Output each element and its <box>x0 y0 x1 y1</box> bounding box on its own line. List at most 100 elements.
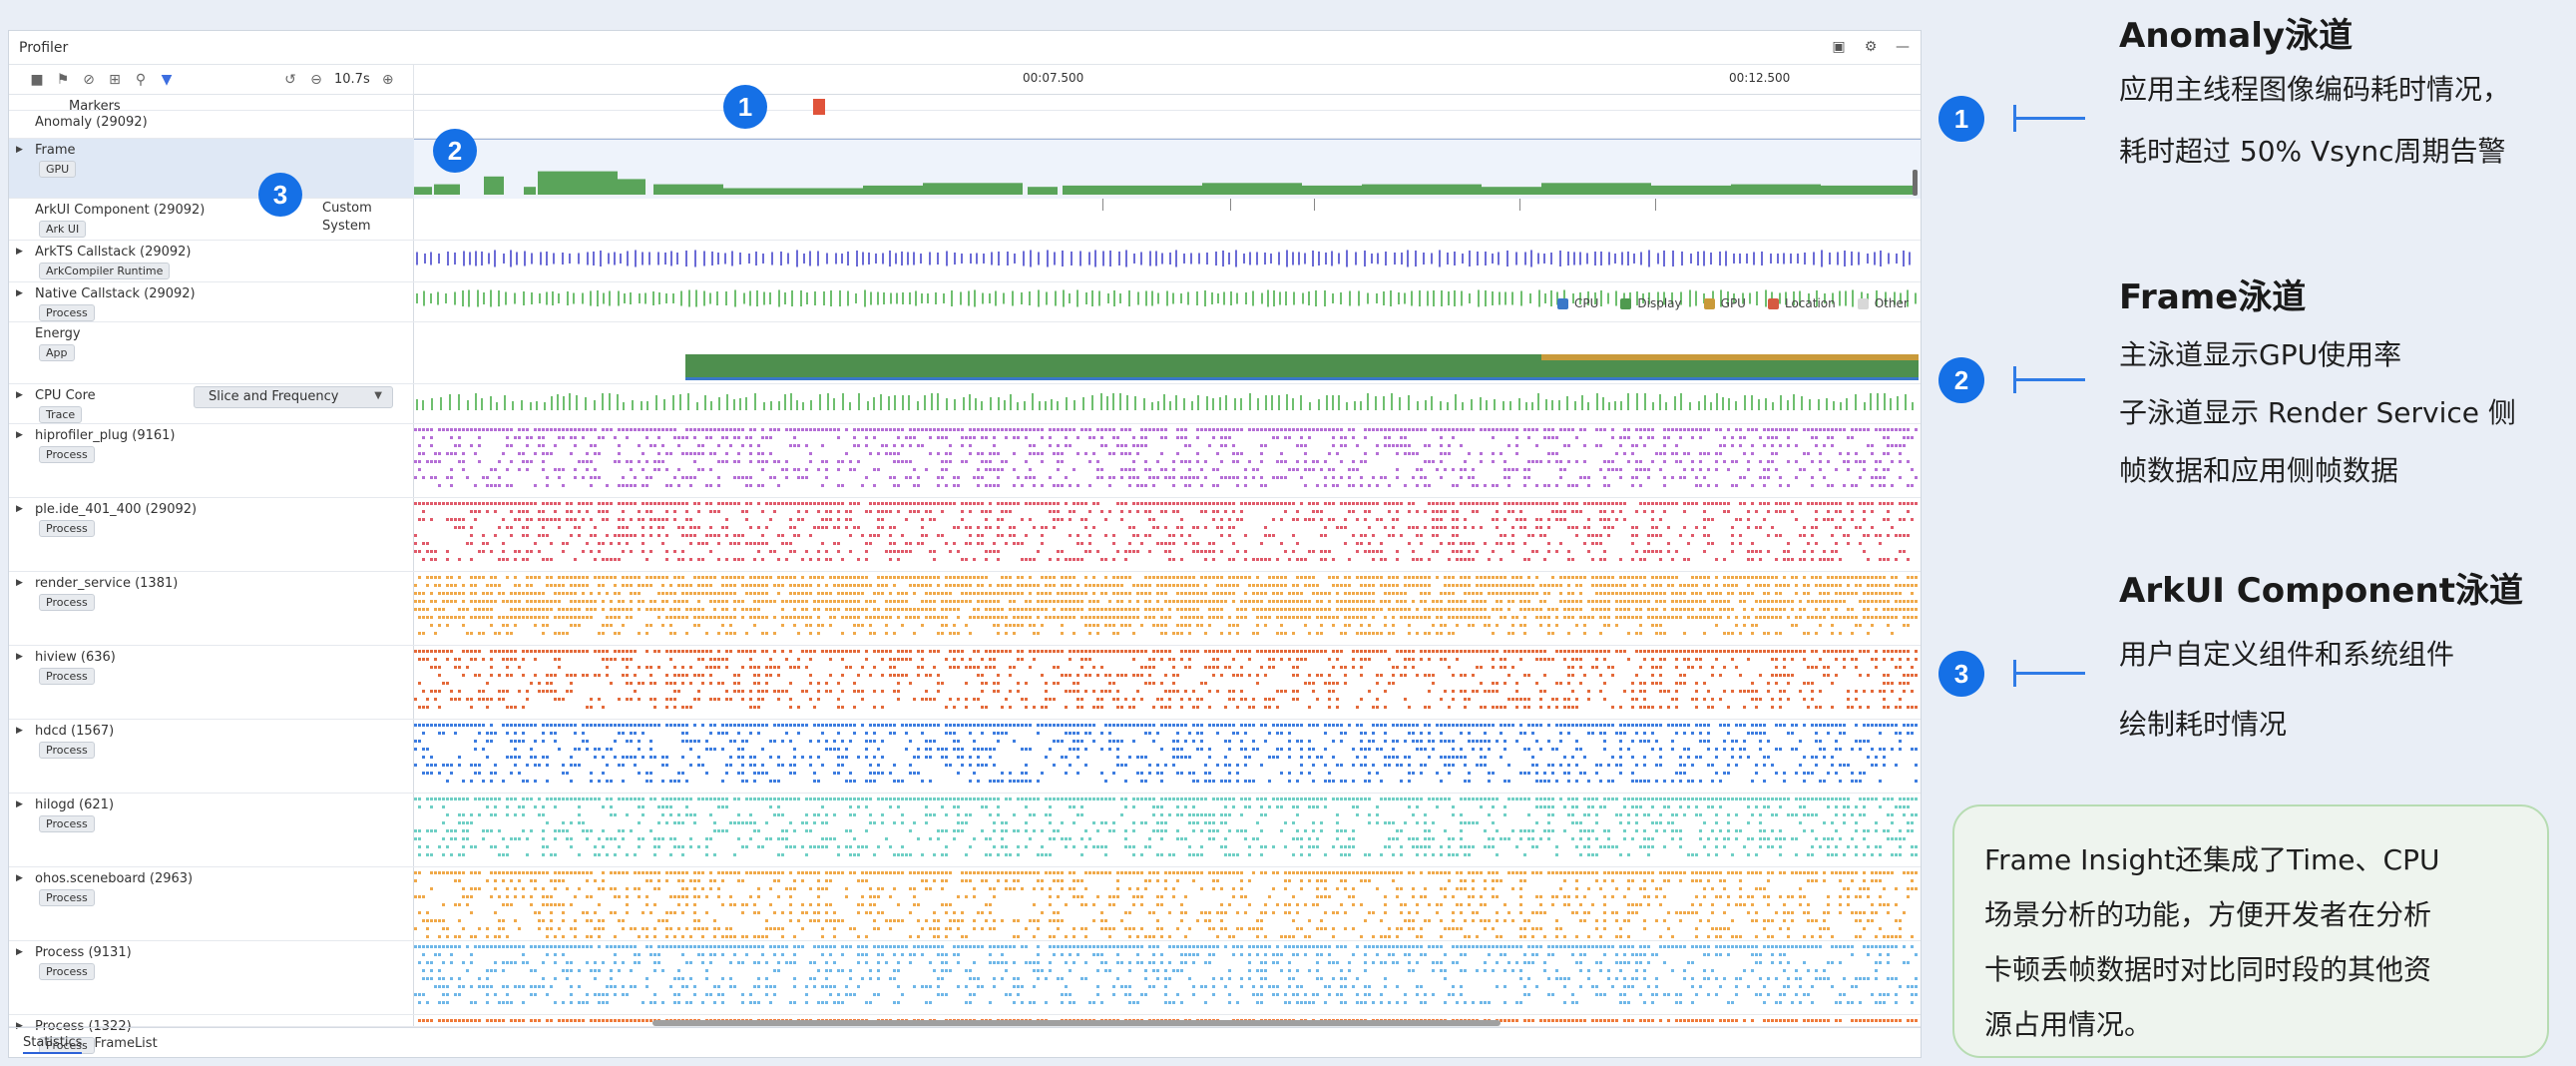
trace-slice <box>1001 576 1004 579</box>
search-icon[interactable]: ⚲ <box>135 71 147 88</box>
trace-slice <box>965 584 968 587</box>
lane-label[interactable]: ▶ render_service (1381) Process <box>9 572 414 646</box>
trace-slice <box>1140 436 1143 439</box>
trace-slice <box>1356 576 1359 579</box>
trace-slice <box>422 542 425 545</box>
trace-slice <box>1280 460 1283 463</box>
reset-zoom-icon[interactable]: ↺ <box>284 71 296 88</box>
expand-arrow-icon[interactable]: ▶ <box>16 800 23 809</box>
export-icon[interactable]: ⊞ <box>109 71 121 88</box>
trace-slice <box>917 616 920 619</box>
trace-slice <box>1184 608 1187 611</box>
trace-slice <box>610 608 613 611</box>
lane-label[interactable]: ▶ hiview (636) Process <box>9 646 414 720</box>
expand-arrow-icon[interactable]: ▶ <box>16 947 23 957</box>
expand-arrow-icon[interactable]: ▶ <box>16 145 23 155</box>
trace-slice <box>1775 600 1778 603</box>
track-area[interactable] <box>414 95 1921 1027</box>
lane-label[interactable]: ▶ hiprofiler_plug (9161) Process <box>9 424 414 498</box>
lane-label[interactable]: ▶ ohos.sceneboard (2963) Process <box>9 867 414 941</box>
callstack-tick <box>1888 253 1890 265</box>
lane-label[interactable]: ▶ hdcd (1567) Process <box>9 720 414 794</box>
native-tick <box>1308 291 1310 305</box>
lane-label[interactable]: ArkUI Component (29092) Ark UI Custom Syste… <box>9 199 414 241</box>
trace-slice <box>1344 576 1347 579</box>
expand-arrow-icon[interactable]: ▶ <box>16 578 23 588</box>
expand-arrow-icon[interactable]: ▶ <box>16 390 23 400</box>
cpu-tick <box>696 402 698 410</box>
trace-slice <box>606 576 609 579</box>
trace-slice <box>1867 502 1870 505</box>
lane-label[interactable]: ▶ ArkTS Callstack (29092) ArkCompiler Runt… <box>9 241 414 282</box>
tracks-canvas[interactable] <box>414 95 1921 1027</box>
trace-slice <box>1112 558 1115 561</box>
trace-slice <box>913 592 916 595</box>
trace-slice <box>645 436 648 439</box>
lane-label[interactable]: Anomaly (29092) <box>9 111 414 139</box>
trace-slice <box>1332 616 1335 619</box>
trace-slice <box>961 436 964 439</box>
trace-slice <box>1603 616 1606 619</box>
expand-arrow-icon[interactable]: ▶ <box>16 1021 23 1031</box>
trace-slice <box>1755 600 1758 603</box>
trace-slice <box>590 550 593 553</box>
trace-slice <box>1029 476 1032 479</box>
lane-label[interactable]: Markers <box>9 95 414 114</box>
trace-slice <box>1384 616 1387 619</box>
expand-arrow-icon[interactable]: ▶ <box>16 504 23 514</box>
lane-label[interactable]: ▶ Process (9131) Process <box>9 941 414 1015</box>
lane-label[interactable]: ▶ ple.ide_401_400 (29092) Process <box>9 498 414 572</box>
expand-arrow-icon[interactable]: ▶ <box>16 288 23 298</box>
trace-slice <box>1735 460 1738 463</box>
trace-slice <box>1500 452 1503 455</box>
trace-slice <box>921 444 924 447</box>
trace-slice <box>669 452 672 455</box>
time-ruler[interactable] <box>414 65 1921 95</box>
trace-slice <box>761 600 764 603</box>
flag-icon[interactable]: ⚑ <box>56 71 70 88</box>
cpu-tick <box>1765 398 1767 410</box>
trace-slice <box>1344 526 1347 529</box>
trace-slice <box>1268 428 1271 431</box>
restore-icon[interactable]: ▣ <box>1832 39 1846 55</box>
trace-slice <box>1623 576 1626 579</box>
lane-label[interactable]: ▶ Frame GPU <box>9 139 414 199</box>
gear-icon[interactable]: ⚙ <box>1864 39 1878 55</box>
trace-slice <box>1452 436 1455 439</box>
trace-slice <box>1416 428 1419 431</box>
trace-slice <box>1867 600 1870 603</box>
expand-arrow-icon[interactable]: ▶ <box>16 652 23 662</box>
stop-icon[interactable]: ■ <box>30 71 44 88</box>
filter-icon[interactable]: ▼ <box>161 71 173 88</box>
lane-label[interactable]: ▶ Process (1322) Process <box>9 1015 414 1054</box>
trace-slice <box>865 510 868 513</box>
expand-arrow-icon[interactable]: ▶ <box>16 430 23 440</box>
trace-slice <box>765 616 768 619</box>
trace-slice <box>614 616 617 619</box>
trace-slice <box>1871 584 1874 587</box>
cpu-mode-dropdown[interactable]: Slice and Frequency ▼ <box>194 386 393 408</box>
trace-slice <box>1132 460 1135 463</box>
expand-arrow-icon[interactable]: ▶ <box>16 726 23 736</box>
zoom-in-icon[interactable]: ⊕ <box>381 71 394 88</box>
native-tick <box>1663 291 1665 305</box>
trace-slice <box>1124 444 1127 447</box>
lane-label[interactable]: Energy App <box>9 322 414 384</box>
trace-slice <box>1503 584 1506 587</box>
native-tick <box>1340 292 1342 304</box>
block-icon[interactable]: ⊘ <box>83 71 95 88</box>
expand-arrow-icon[interactable]: ▶ <box>16 247 23 257</box>
trace-slice <box>1208 428 1211 431</box>
expand-arrow-icon[interactable]: ▶ <box>16 873 23 883</box>
lane-label[interactable]: ▶ hilogd (621) Process <box>9 794 414 867</box>
trace-slice <box>721 584 724 587</box>
trace-slice <box>1276 460 1279 463</box>
zoom-out-icon[interactable]: ⊖ <box>310 71 322 88</box>
trace-slice <box>729 502 732 505</box>
lane-label[interactable]: ▶ Native Callstack (29092) Process <box>9 282 414 322</box>
trace-slice <box>1176 436 1179 439</box>
trace-slice <box>1663 592 1666 595</box>
lane-label[interactable]: ▶ CPU Core Trace Slice and Frequency ▼ <box>9 384 414 424</box>
native-tick <box>1157 292 1159 304</box>
minimize-icon[interactable]: — <box>1896 39 1910 55</box>
